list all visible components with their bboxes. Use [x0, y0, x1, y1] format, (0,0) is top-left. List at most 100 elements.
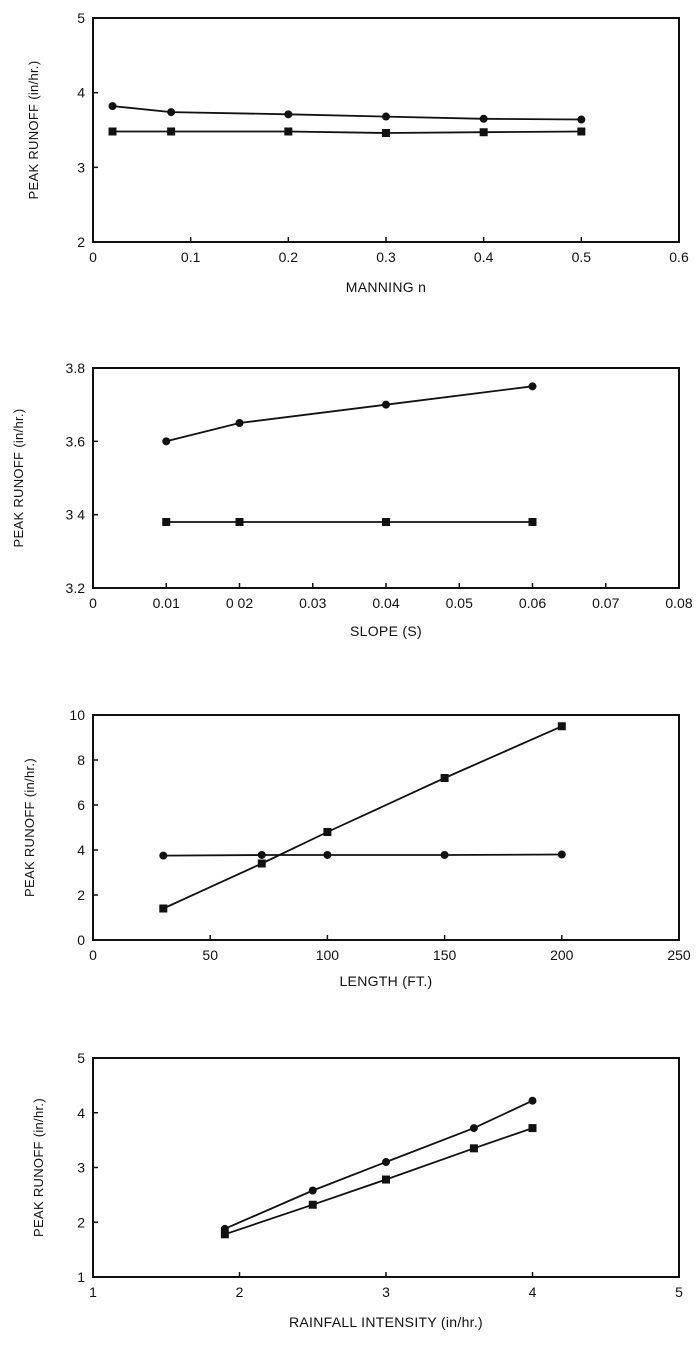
- x-tick-label: 0.03: [299, 595, 326, 611]
- y-tick-label: 5: [77, 1050, 85, 1066]
- x-tick-label: 5: [675, 1284, 683, 1300]
- x-tick-label: 150: [433, 947, 457, 963]
- data-point-square: [382, 518, 390, 526]
- x-tick-label: 0.08: [665, 595, 692, 611]
- y-tick-label: 1: [77, 1269, 85, 1285]
- x-tick-label: 0 02: [226, 595, 253, 611]
- data-point-square: [108, 127, 117, 136]
- y-tick-label: 3.8: [66, 360, 86, 376]
- x-tick-label: 0: [89, 595, 97, 611]
- chart-panel-4: 1 2 3 4 5 1 2 3 4 5 RAINFALL INTENSITY (in/hr.) PEA…: [31, 1050, 683, 1330]
- chart-panel-3: 0 50 100 150 200 250 0 2 4 6 8 10 LENGTH (FT.) PEAK R…: [22, 707, 691, 989]
- data-point-square: [528, 1124, 537, 1133]
- x-tick-label: 0.3: [376, 249, 396, 265]
- series-line: [224, 1127, 533, 1236]
- x-tick-label: 0.06: [519, 595, 546, 611]
- data-point-circle: [469, 1124, 478, 1133]
- data-point-square: [528, 518, 537, 526]
- data-point-square: [162, 518, 171, 526]
- y-tick-label: 0: [77, 932, 85, 948]
- data-point-circle: [284, 110, 293, 119]
- series-line: [162, 725, 563, 910]
- y-tick-label: 5: [77, 10, 85, 26]
- chart-panel-2: 0 0.01 0 02 0.03 0.04 0.05 0.06 0.07 0.08 3.2 3 4 3…: [11, 360, 693, 639]
- data-point-circle: [308, 1186, 317, 1195]
- y-axis-label: PEAK RUNOFF (in/hr.): [11, 409, 26, 548]
- series-circle: [162, 382, 537, 446]
- x-tick-label: 0.04: [372, 595, 399, 611]
- series-square: [220, 1124, 537, 1239]
- data-point-circle: [382, 1158, 390, 1167]
- data-point-circle: [382, 400, 390, 409]
- x-tick-label: 0.07: [592, 595, 619, 611]
- x-tick-label: 2: [236, 1284, 244, 1300]
- y-tick-label: 2: [77, 234, 85, 250]
- y-tick-label: 2: [77, 1214, 85, 1230]
- data-point-circle: [167, 108, 176, 117]
- data-point-square: [167, 127, 176, 136]
- data-point-circle: [528, 382, 537, 391]
- data-point-circle: [528, 1096, 537, 1105]
- series-square: [159, 722, 566, 913]
- data-point-circle: [235, 419, 244, 427]
- y-tick-label: 3: [77, 159, 85, 175]
- y-tick-label: 4: [77, 85, 85, 101]
- data-point-circle: [557, 850, 566, 859]
- data-point-square: [479, 128, 488, 137]
- data-point-circle: [479, 114, 488, 123]
- x-axis-label: SLOPE (S): [350, 623, 422, 639]
- series-line: [112, 130, 582, 134]
- y-tick-label: 4: [77, 1105, 85, 1121]
- data-point-square: [235, 518, 244, 526]
- data-point-square: [440, 774, 449, 782]
- y-axis-label: PEAK RUNOFF (in/hr.): [26, 61, 41, 200]
- x-tick-label: 250: [667, 947, 691, 963]
- plot-frame: [92, 714, 680, 941]
- series-line: [163, 853, 562, 857]
- data-point-circle: [108, 102, 117, 111]
- x-tick-label: 0.2: [279, 249, 299, 265]
- series-line: [166, 385, 533, 443]
- series-line: [224, 1099, 533, 1230]
- y-tick-label: 6: [77, 797, 85, 813]
- y-tick-label: 3 4: [66, 507, 86, 523]
- y-tick-label: 3.2: [66, 580, 86, 596]
- data-point-circle: [162, 437, 171, 446]
- series-line: [112, 105, 582, 121]
- data-point-circle: [257, 850, 266, 859]
- data-point-square: [577, 127, 586, 136]
- data-point-square: [159, 904, 168, 913]
- y-tick-label: 3.6: [66, 433, 86, 449]
- y-tick-label: 10: [69, 707, 85, 723]
- series-circle: [220, 1096, 537, 1233]
- data-point-circle: [382, 112, 390, 121]
- data-point-square: [557, 722, 566, 731]
- x-tick-label: 0.05: [446, 595, 473, 611]
- data-point-square: [308, 1200, 317, 1209]
- x-tick-label: 0.4: [474, 249, 494, 265]
- x-tick-label: 0.6: [669, 249, 689, 265]
- y-tick-label: 8: [77, 752, 85, 768]
- x-tick-label: 0.01: [153, 595, 180, 611]
- x-tick-label: 0.5: [572, 249, 592, 265]
- x-tick-label: 1: [89, 1284, 97, 1300]
- series-circle: [108, 102, 586, 124]
- x-tick-label: 100: [316, 947, 340, 963]
- data-point-square: [220, 1230, 229, 1239]
- data-point-square: [257, 859, 266, 868]
- x-tick-label: 0.1: [181, 249, 201, 265]
- y-tick-label: 4: [77, 842, 85, 858]
- series-square: [162, 518, 537, 526]
- data-point-circle: [577, 115, 586, 124]
- series-circle: [159, 850, 566, 860]
- data-point-circle: [440, 850, 449, 859]
- x-tick-label: 50: [202, 947, 218, 963]
- x-axis-label: RAINFALL INTENSITY (in/hr.): [289, 1314, 483, 1330]
- data-point-square: [382, 128, 390, 137]
- data-point-circle: [323, 850, 332, 859]
- x-tick-label: 200: [550, 947, 574, 963]
- data-point-circle: [159, 851, 168, 860]
- y-axis-label: PEAK RUNOFF (in/hr.): [22, 758, 37, 897]
- x-axis-label: LENGTH (FT.): [339, 973, 432, 989]
- x-tick-label: 0: [89, 947, 97, 963]
